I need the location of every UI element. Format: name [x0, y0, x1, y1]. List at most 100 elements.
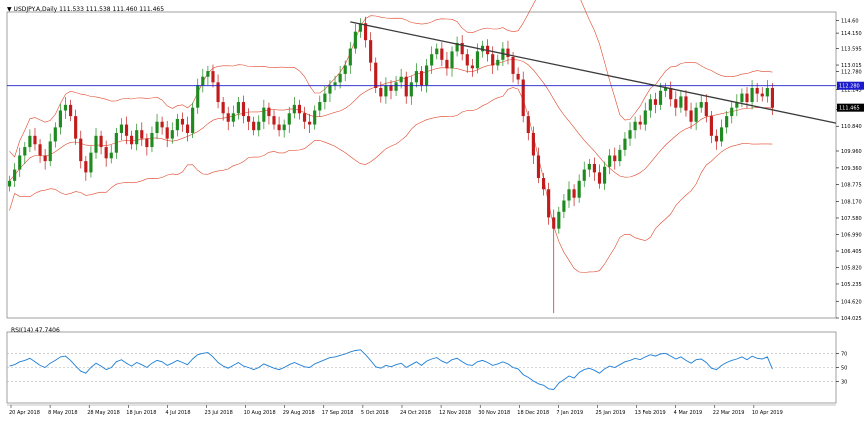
- candle-body: [394, 82, 398, 91]
- candle-body: [480, 45, 485, 52]
- candle-body: [552, 217, 556, 229]
- candle-body: [267, 107, 271, 117]
- rsi-line: [9, 349, 773, 390]
- time-tick-label: 18 Jun 2018: [126, 410, 156, 416]
- price-tick-label: 107.580: [841, 216, 862, 222]
- price-tick-label: 104.620: [841, 299, 862, 305]
- time-tick-label: 8 May 2018: [48, 410, 77, 416]
- candle-body: [694, 107, 698, 122]
- candle-body: [435, 48, 439, 55]
- candle-body: [491, 54, 495, 66]
- candle-body: [587, 163, 591, 170]
- candle-body: [358, 23, 363, 32]
- price-tick-label: 110.840: [841, 124, 862, 130]
- candle-body: [531, 132, 535, 156]
- candle-body: [547, 189, 551, 218]
- candle-body: [430, 54, 434, 66]
- candle-body: [567, 189, 571, 201]
- candle-body: [582, 169, 586, 181]
- candle-body: [272, 116, 276, 125]
- price-tick-label: 114.60: [841, 18, 859, 24]
- time-tick-label: 7 Jan 2019: [556, 410, 583, 416]
- time-tick-label: 28 May 2018: [87, 410, 120, 416]
- candle-body: [760, 93, 764, 97]
- price-tick-label: 114.150: [841, 31, 862, 37]
- candle-body: [363, 23, 368, 41]
- candle-body: [130, 135, 134, 145]
- candle-body: [297, 104, 302, 114]
- candle-body: [745, 93, 749, 103]
- candle-body: [613, 155, 617, 162]
- time-tick-label: 10 Aug 2018: [244, 410, 276, 416]
- time-tick-label: 20 Apr 2018: [9, 410, 40, 416]
- rsi-title: RSI(14) 47.7406: [11, 327, 60, 334]
- candle-body: [699, 102, 703, 108]
- candle-body: [511, 57, 515, 74]
- time-tick-label: 10 Apr 2019: [752, 410, 783, 416]
- candle-body: [145, 138, 149, 148]
- candle-body: [338, 73, 342, 83]
- candle-body: [247, 116, 251, 122]
- candle-body: [160, 121, 164, 128]
- price-tick-label: 105.820: [841, 265, 862, 271]
- candle-body: [572, 189, 576, 198]
- candle-body: [714, 135, 719, 142]
- candle-body: [308, 121, 312, 125]
- time-tick-label: 25 Jan 2019: [595, 410, 625, 416]
- candle-body: [689, 110, 693, 122]
- candle-body: [241, 102, 246, 117]
- candle-body: [68, 104, 73, 117]
- candle-body: [150, 132, 154, 148]
- candle-body: [516, 73, 520, 80]
- time-tick-label: 17 Sep 2018: [322, 410, 354, 416]
- price-tick-label: 104.025: [841, 316, 862, 322]
- time-tick-label: 22 Mar 2019: [713, 410, 745, 416]
- candle-body: [262, 107, 266, 122]
- candle-body: [302, 113, 307, 122]
- price-tick-label: 112.780: [841, 70, 862, 76]
- candle-body: [343, 65, 347, 74]
- time-tick-label: 13 Feb 2019: [635, 410, 666, 416]
- candle-body: [323, 93, 327, 103]
- candle-body: [140, 130, 144, 139]
- candle-body: [328, 85, 332, 94]
- candle-body: [114, 132, 118, 153]
- price-tick-label: 112.145: [841, 88, 862, 94]
- time-tick-label: 29 Aug 2018: [283, 410, 315, 416]
- candle-body: [404, 76, 408, 97]
- candle-body: [28, 135, 32, 148]
- candle-body: [206, 71, 210, 77]
- candle-body: [521, 79, 525, 117]
- candle-body: [292, 104, 296, 114]
- trendline: [350, 21, 837, 124]
- candle-body: [196, 85, 200, 108]
- bollinger-lower-band: [9, 87, 773, 273]
- candle-body: [389, 85, 393, 91]
- candle-body: [170, 130, 174, 139]
- time-tick-label: 24 Oct 2018: [400, 410, 431, 416]
- candle-body: [770, 87, 775, 108]
- candle-body: [643, 110, 647, 125]
- candle-body: [135, 130, 139, 145]
- candle-body: [496, 59, 500, 66]
- price-tick-label: 113.595: [841, 47, 862, 53]
- candle-body: [231, 113, 235, 122]
- candle-body: [506, 48, 510, 58]
- candle-body: [608, 155, 612, 167]
- candle-body: [89, 152, 93, 173]
- candle-body: [226, 113, 230, 122]
- candle-body: [58, 110, 62, 128]
- time-tick-label: 4 Jul 2018: [165, 410, 190, 416]
- price-tick-label: 106.990: [841, 233, 862, 239]
- candle-body: [313, 110, 317, 125]
- chart-title: USDJPY.A,Daily 111.533 111.538 111.460 1…: [13, 6, 165, 13]
- symbol-dropdown-icon[interactable]: ▼: [7, 6, 12, 13]
- horizontal-line-price-label-bg: [837, 81, 864, 90]
- price-tick-label: 105.235: [841, 282, 862, 288]
- candle-body: [669, 87, 673, 100]
- candle-body: [79, 138, 83, 162]
- candle-body: [348, 48, 352, 66]
- candle-body: [7, 180, 12, 187]
- candle-body: [221, 102, 225, 114]
- candle-body: [750, 87, 754, 103]
